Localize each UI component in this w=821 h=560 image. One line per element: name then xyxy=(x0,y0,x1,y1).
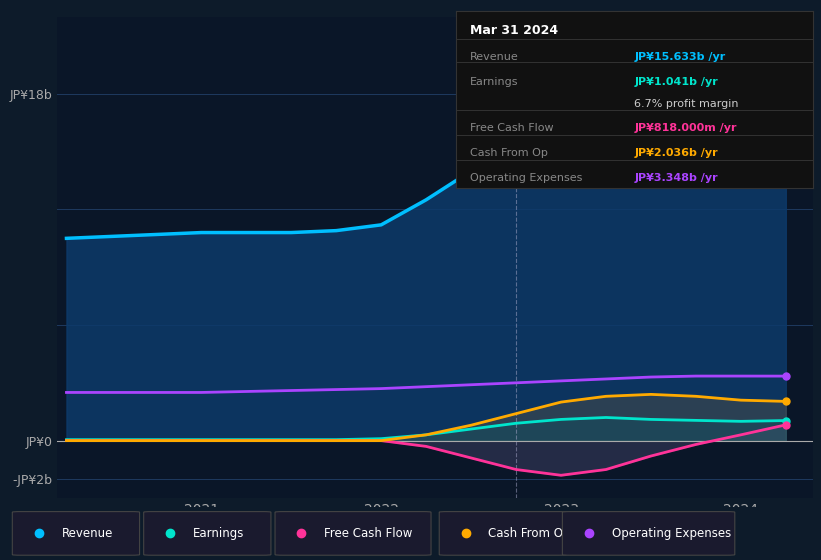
Text: Earnings: Earnings xyxy=(470,77,518,87)
FancyBboxPatch shape xyxy=(439,512,566,555)
Text: Operating Expenses: Operating Expenses xyxy=(470,172,582,183)
FancyBboxPatch shape xyxy=(275,512,431,555)
Text: JP¥15.633b /yr: JP¥15.633b /yr xyxy=(635,52,726,62)
Text: 6.7% profit margin: 6.7% profit margin xyxy=(635,99,739,109)
Text: Revenue: Revenue xyxy=(62,527,113,540)
Text: Cash From Op: Cash From Op xyxy=(470,148,548,158)
Text: Earnings: Earnings xyxy=(193,527,245,540)
Text: Free Cash Flow: Free Cash Flow xyxy=(324,527,413,540)
Text: Mar 31 2024: Mar 31 2024 xyxy=(470,24,558,36)
Text: JP¥3.348b /yr: JP¥3.348b /yr xyxy=(635,172,718,183)
Text: Cash From Op: Cash From Op xyxy=(488,527,571,540)
Text: Revenue: Revenue xyxy=(470,52,519,62)
Text: JP¥2.036b /yr: JP¥2.036b /yr xyxy=(635,148,718,158)
FancyBboxPatch shape xyxy=(144,512,271,555)
FancyBboxPatch shape xyxy=(12,512,140,555)
FancyBboxPatch shape xyxy=(562,512,735,555)
Text: JP¥818.000m /yr: JP¥818.000m /yr xyxy=(635,123,736,133)
Text: JP¥1.041b /yr: JP¥1.041b /yr xyxy=(635,77,718,87)
Text: Free Cash Flow: Free Cash Flow xyxy=(470,123,553,133)
Text: Operating Expenses: Operating Expenses xyxy=(612,527,731,540)
